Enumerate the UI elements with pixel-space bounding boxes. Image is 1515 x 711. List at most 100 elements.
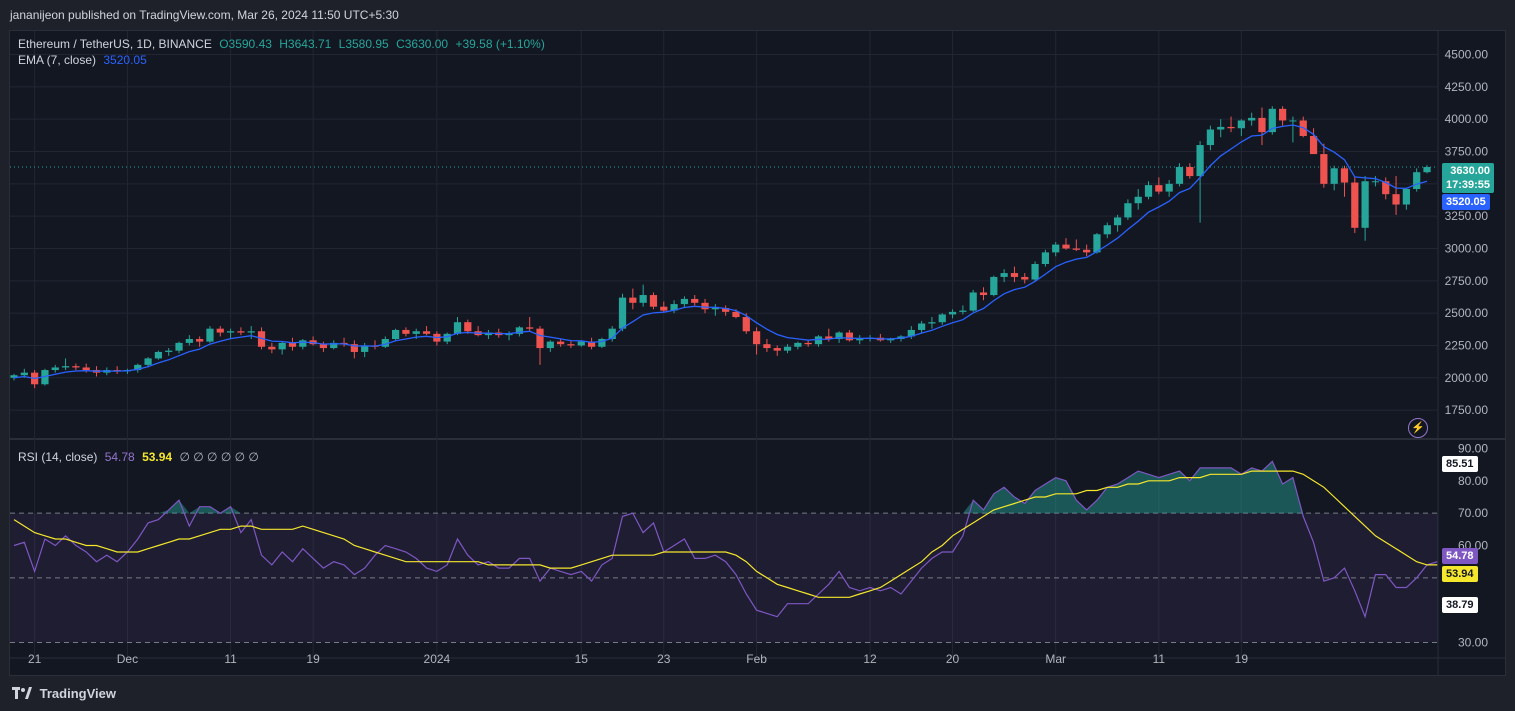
brand-name[interactable]: TradingView	[39, 686, 116, 701]
candle-body	[1309, 135, 1318, 155]
x-tick-label: 11	[1153, 652, 1166, 666]
candle-body	[629, 297, 637, 303]
price-tick-label: 1750.00	[1445, 403, 1489, 417]
candle-body	[763, 344, 771, 349]
tradingview-logo-icon	[12, 679, 32, 710]
candle-body	[1021, 276, 1029, 280]
candle-body	[1124, 203, 1132, 218]
open-value: O3590.43	[219, 37, 272, 51]
candle-body	[711, 307, 719, 310]
candle-body	[299, 340, 307, 347]
candle-body	[361, 345, 369, 352]
rsi-label[interactable]: RSI (14, close)	[18, 450, 98, 464]
candle-body	[1278, 108, 1287, 121]
candle-body	[814, 336, 823, 345]
candle-body	[1392, 194, 1400, 205]
candle-body	[1010, 273, 1019, 277]
candle-body	[536, 328, 544, 349]
candle-body	[165, 350, 173, 352]
candle-body	[928, 322, 936, 324]
x-tick-label: 23	[657, 652, 671, 666]
symbol-name[interactable]: Ethereum / TetherUS, 1D, BINANCE	[18, 37, 212, 51]
candle-body	[392, 329, 400, 340]
candle-body	[1351, 182, 1359, 228]
ema-line	[13, 124, 1428, 380]
candle-body	[577, 341, 585, 346]
candle-body	[804, 342, 812, 345]
candle-body	[526, 327, 534, 329]
candle-body	[670, 304, 678, 311]
candle-body	[134, 364, 142, 371]
rsi-legend: RSI (14, close) 54.78 53.94 ∅ ∅ ∅ ∅ ∅ ∅	[18, 450, 263, 464]
candle-body	[1196, 145, 1204, 177]
candle-body	[226, 331, 235, 333]
candle-body	[1217, 126, 1225, 130]
candle-body	[381, 339, 389, 347]
candle-body	[660, 306, 668, 311]
candle-body	[948, 311, 957, 315]
candle-body	[422, 331, 431, 334]
ema-value: 3520.05	[103, 53, 147, 67]
candle-body	[319, 344, 328, 349]
rsi-ma-value: 53.94	[142, 450, 173, 464]
price-tick-label: 3250.00	[1445, 209, 1489, 223]
candle-body	[237, 331, 245, 333]
x-tick-label: Feb	[746, 652, 767, 666]
candle-body	[1330, 168, 1338, 184]
candle-body	[1237, 120, 1245, 129]
candle-body	[51, 367, 59, 371]
candle-body	[959, 310, 967, 312]
candle-body	[608, 328, 616, 340]
chart-svg[interactable]: 21 Dec 11 19 2024 15 23 Feb 12 20 Mar 11 19 1750.00 20…	[10, 31, 1506, 676]
candle-body	[72, 366, 80, 368]
candle-body	[82, 367, 90, 371]
candle-body	[247, 331, 255, 333]
chart-area[interactable]: 21 Dec 11 19 2024 15 23 Feb 12 20 Mar 11 19 1750.00 20…	[9, 30, 1506, 676]
countdown-value: 17:39:55	[1446, 179, 1491, 191]
price-tick-label: 4500.00	[1445, 48, 1489, 62]
ema-label[interactable]: EMA (7, close)	[18, 53, 97, 67]
publisher-line: jananijeon published on TradingView.com,…	[10, 8, 399, 22]
candle-body	[1113, 217, 1122, 226]
candle-body	[278, 342, 286, 350]
price-tick-label: 2250.00	[1445, 338, 1489, 352]
candle-body	[1413, 172, 1421, 190]
x-tick-label: 21	[28, 652, 42, 666]
candle-body	[412, 331, 420, 334]
x-tick-label: 11	[224, 652, 237, 666]
lightning-icon[interactable]: ⚡	[1408, 418, 1428, 438]
rsi-tick-label: 90.00	[1458, 441, 1488, 455]
candle-body	[330, 342, 338, 349]
candle-body	[845, 332, 854, 341]
candle-body	[825, 336, 833, 340]
price-tick-label: 2750.00	[1445, 274, 1489, 288]
candle-body	[1227, 126, 1235, 129]
candle-body	[1052, 244, 1060, 253]
candle-body	[175, 342, 183, 351]
candle-body	[979, 292, 988, 296]
candle-body	[938, 314, 946, 323]
rsi-extra-values: ∅ ∅ ∅ ∅ ∅ ∅	[179, 450, 259, 464]
candle-body	[1186, 167, 1194, 177]
x-tick-label: Dec	[117, 652, 138, 666]
candle-body	[1361, 181, 1369, 228]
price-tick-label: 2500.00	[1445, 306, 1489, 320]
candle-body	[639, 295, 647, 303]
candle-body	[268, 346, 276, 350]
ema-legend: EMA (7, close) 3520.05	[18, 53, 151, 67]
rsi-tick-label: 70.00	[1458, 506, 1488, 520]
x-tick-label: 15	[575, 652, 589, 666]
candle-body	[557, 341, 565, 345]
candle-body	[1382, 181, 1390, 195]
rsi-tick-label: 80.00	[1458, 474, 1488, 488]
x-tick-label: 12	[863, 652, 877, 666]
candle-body	[567, 344, 575, 346]
rsi-ma-tag: 53.94	[1442, 566, 1478, 582]
candle-body	[742, 317, 750, 332]
candle-body	[1041, 252, 1049, 265]
candle-body	[1340, 168, 1349, 183]
price-tick-label: 3750.00	[1445, 145, 1489, 159]
candle-body	[453, 322, 462, 334]
candle-body	[196, 339, 204, 342]
candle-body	[701, 302, 709, 310]
